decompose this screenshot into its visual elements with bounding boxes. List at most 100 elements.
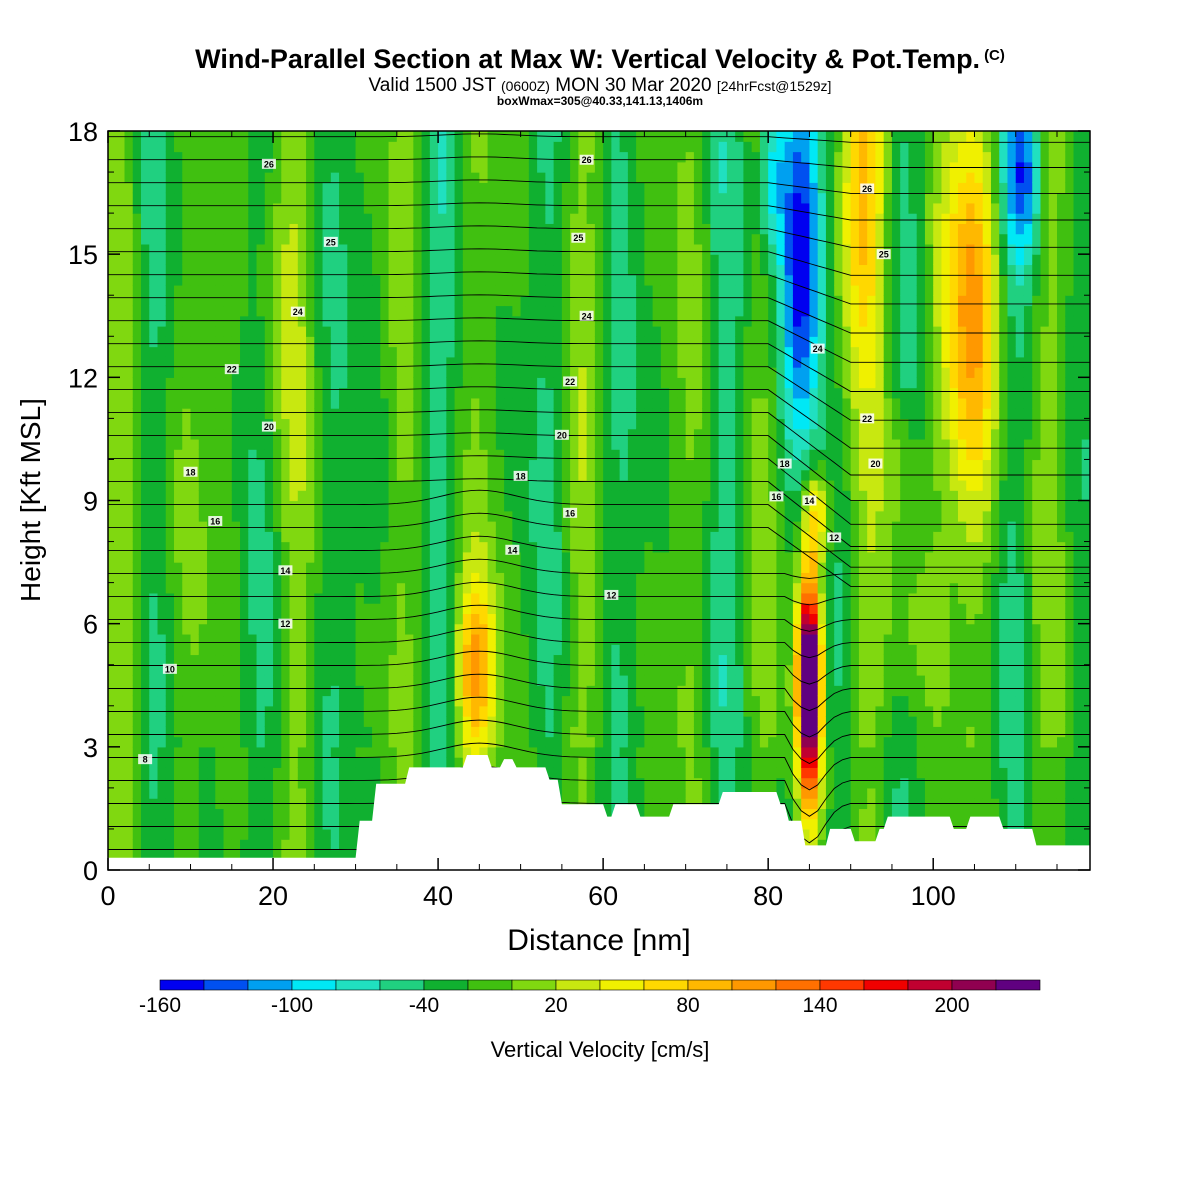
colorbar-swatch [203,979,249,991]
isentrope-label-bg [261,421,276,432]
y-tick-label: 6 [83,610,98,640]
colorbar-swatch [159,979,205,991]
isentrope-label: 16 [210,517,220,527]
isentrope-label-bg [323,236,338,247]
y-tick-label: 15 [68,240,98,270]
colorbar-swatch [907,979,953,991]
isentrope-label-bg [208,516,223,527]
isentrope-label-bg [571,232,586,243]
isentrope-label-bg [261,158,276,169]
chart-subtitle: Valid 1500 JST (0600Z) MON 30 Mar 2020 [… [368,75,832,96]
isentrope-label-bg [769,491,784,502]
isentrope-label: 24 [293,307,303,317]
isentrope-label: 25 [326,237,336,247]
x-tick-label: 20 [258,881,288,911]
isentrope-label: 22 [862,414,872,424]
isentrope-label: 24 [582,311,592,321]
isentrope-label-bg [810,343,825,354]
x-tick-label: 80 [753,881,783,911]
colorbar-swatch [555,979,601,991]
isentrope-label: 8 [143,755,148,765]
isentrope-label: 10 [165,664,175,674]
y-tick-label: 3 [83,733,98,763]
isentrope-label-bg [563,507,578,518]
isentrope-label: 26 [264,159,274,169]
isentropes [108,133,1090,870]
isentrope-label: 26 [582,155,592,165]
isentrope-label-bg [162,663,177,674]
x-tick-label: 0 [100,881,115,911]
chart-title: Wind-Parallel Section at Max W: Vertical… [195,44,1005,74]
isentrope-label-bg [868,458,883,469]
y-axis-label: Height [Kft MSL] [15,398,46,602]
colorbar-tick-label: -40 [409,994,439,1017]
colorbar-tick-label: 140 [802,994,837,1017]
isentrope-label-bg [777,458,792,469]
colorbar-swatch [335,979,381,991]
isentrope-label: 22 [227,365,237,375]
isentrope-label: 12 [606,590,616,600]
isentrope-label: 14 [507,545,517,555]
isentrope-label-bg [183,466,198,477]
axes: 0 20 40 60 80 100 0 3 6 9 12 15 18 [68,117,1090,911]
x-tick-label: 60 [588,881,618,911]
isentrope-labels: 26 26 25 25 24 24 22 22 20 20 18 18 16 16 14 14 12 12 10 8 1… [138,154,891,765]
colorbar-swatch [467,979,513,991]
colorbar-swatch [379,979,425,991]
isentrope-label: 20 [870,459,880,469]
colorbar-swatch [687,979,733,991]
isentrope-label: 14 [280,566,290,576]
isentrope-label-bg [138,754,153,765]
x-axis-label: Distance [nm] [507,924,690,957]
isentrope-label-bg [563,376,578,387]
colorbar-tick-label: -160 [139,994,181,1017]
isentrope-label: 12 [280,619,290,629]
terrain [108,755,1090,870]
colorbar-swatch [731,979,777,991]
y-tick-label: 9 [83,487,98,517]
colorbar-tick-label: -100 [271,994,313,1017]
isentrope-label-bg [554,429,569,440]
isentrope-label: 22 [565,377,575,387]
colorbar-swatch [643,979,689,991]
isentrope-label-bg [278,565,293,576]
colorbar-title: Vertical Velocity [cm/s] [490,1037,710,1062]
isentrope-label: 25 [879,250,889,260]
isentrope-label: 20 [557,430,567,440]
colorbar-swatch [511,979,557,991]
y-tick-label: 0 [83,856,98,886]
chart-subtitle-2: boxWmax=305@40.33,141.13,1406m [496,94,704,108]
colorbar-tick-label: 80 [676,994,699,1017]
colorbar-swatch [423,979,469,991]
colorbar-swatch [819,979,865,991]
isentrope-label: 16 [771,492,781,502]
colorbar-swatch [291,979,337,991]
colorbar-tick-label: 20 [544,994,567,1017]
isentrope-label-bg [579,310,594,321]
isentrope-label-bg [827,532,842,543]
isentrope-label: 18 [186,467,196,477]
isentrope-label-bg [505,544,520,555]
isentrope-label: 12 [829,533,839,543]
isentrope-label: 26 [862,184,872,194]
isentrope-label: 25 [573,233,583,243]
colorbar-swatch [775,979,821,991]
colorbar-swatch [599,979,645,991]
colorbar-swatch [247,979,293,991]
isentrope-label: 20 [264,422,274,432]
isentrope-label-bg [604,589,619,600]
colorbar-tick-label: 200 [934,994,969,1017]
isentrope-label: 16 [565,508,575,518]
colorbar: -160 -100 -40 20 80 140 200 [139,979,1041,1017]
x-tick-label: 40 [423,881,453,911]
isentrope-label: 18 [516,471,526,481]
isentrope-label-bg [876,249,891,260]
isentrope-label-bg [860,183,875,194]
colorbar-swatch [863,979,909,991]
isentrope-label-bg [802,495,817,506]
y-tick-label: 18 [68,117,98,147]
isentrope-label-bg [860,413,875,424]
y-tick-label: 12 [68,363,98,393]
isentrope-label: 24 [813,344,823,354]
